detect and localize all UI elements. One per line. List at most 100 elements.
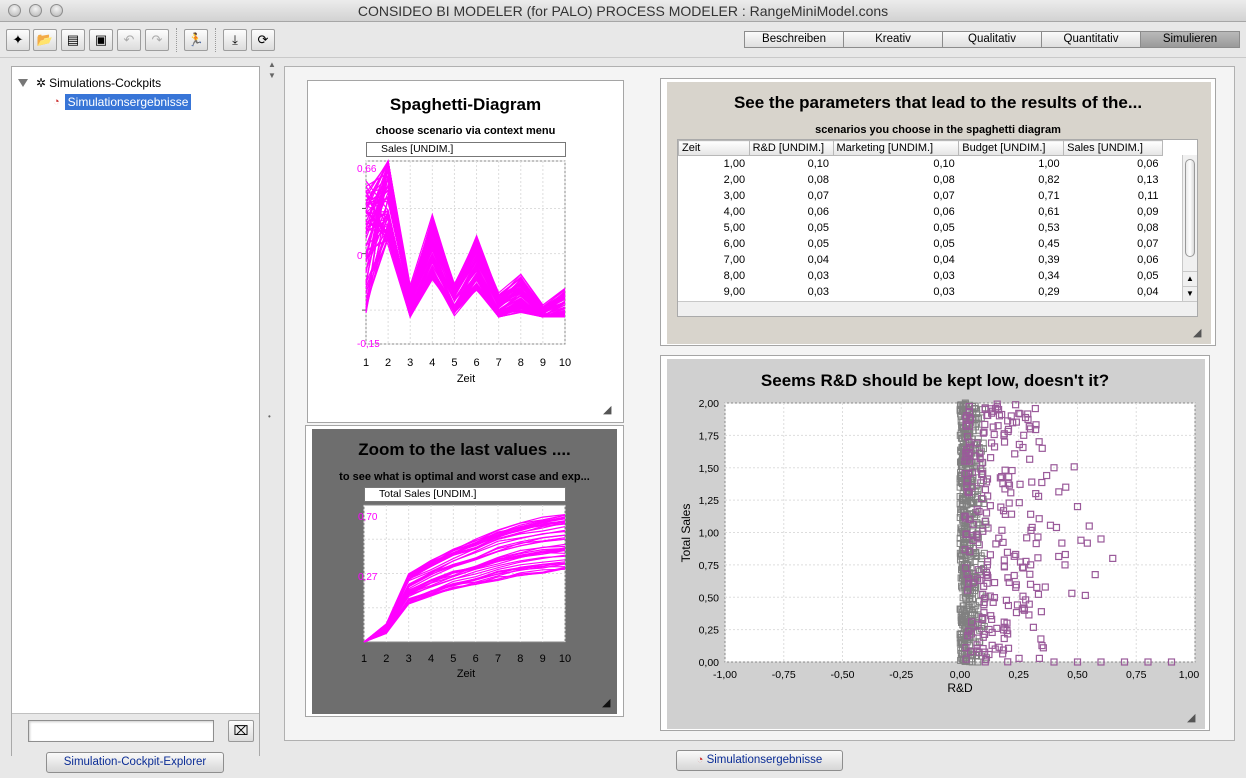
scrollbar-thumb[interactable] <box>1185 159 1195 257</box>
tab-simulieren[interactable]: Simulieren <box>1140 31 1240 48</box>
scroll-up-arrow-icon[interactable]: ▲ <box>1183 271 1197 285</box>
scatter-point <box>1004 427 1012 436</box>
table-cell: 0,03 <box>807 269 830 282</box>
tree-node-simulationsergebnisse[interactable]: ◔ Simulationsergebnisse <box>53 94 192 110</box>
scatter-point <box>973 506 981 514</box>
table-cell: 0,10 <box>807 157 830 170</box>
scatter-point <box>1035 515 1043 523</box>
scatter-point <box>1041 583 1049 591</box>
x-axis-label: Zeit <box>457 668 475 680</box>
splitter-handle-icon[interactable]: • <box>268 412 271 421</box>
scatter-point <box>958 638 966 646</box>
clear-filter-button[interactable]: ⌧ <box>228 720 254 742</box>
table-row[interactable]: 2,00 0,08 0,08 0,82 0,13 <box>679 172 1163 188</box>
tab-beschreiben[interactable]: Beschreiben <box>744 31 844 48</box>
table-row[interactable]: 5,00 0,05 0,05 0,53 0,08 <box>679 220 1163 236</box>
table-horizontal-scrollbar[interactable] <box>678 301 1197 316</box>
table-row[interactable]: 3,00 0,07 0,07 0,71 0,11 <box>679 188 1163 204</box>
scatter-point <box>1025 600 1033 608</box>
minimize-window-button[interactable] <box>29 4 42 17</box>
scatter-point <box>958 443 966 451</box>
collapse-up-arrow-icon[interactable]: ▲ <box>268 60 276 69</box>
series-line <box>365 222 566 318</box>
refresh-button[interactable]: ⟳ <box>251 29 275 51</box>
tree-node-label: Simulationsergebnisse <box>64 94 192 110</box>
simulationsergebnisse-tab[interactable]: ◔ Simulationsergebnisse <box>676 750 843 771</box>
clear-filter-icon: ⌧ <box>233 723 249 738</box>
scatter-card[interactable]: Seems R&D should be kept low, doesn't it… <box>660 355 1210 731</box>
open-button[interactable]: 📂 <box>33 29 57 51</box>
tab-kreativ[interactable]: Kreativ <box>843 31 943 48</box>
table-vertical-scrollbar[interactable]: ▲ ▼ <box>1182 155 1197 303</box>
x-tick-label: 4 <box>428 653 434 665</box>
spaghetti-card[interactable]: Spaghetti-Diagram choose scenario via co… <box>307 80 624 423</box>
close-window-button[interactable] <box>8 4 21 17</box>
column-header-rd[interactable]: R&D [UNDIM.] <box>748 140 834 156</box>
redo-button[interactable]: ↷ <box>145 29 169 51</box>
scatter-point <box>974 621 982 629</box>
scatter-point <box>975 507 983 516</box>
scatter-point <box>999 507 1008 515</box>
scatter-point <box>966 648 975 656</box>
table-row[interactable]: 7,00 0,04 0,04 0,39 0,06 <box>679 252 1163 268</box>
scatter-point <box>990 443 999 451</box>
zoom-title: Zoom to the last values .... <box>358 440 571 459</box>
tab-quantitativ[interactable]: Quantitativ <box>1041 31 1141 48</box>
scatter-point <box>1167 658 1176 666</box>
explorer-tab[interactable]: Simulation-Cockpit-Explorer <box>46 752 224 773</box>
column-header-marketing[interactable]: Marketing [UNDIM.] <box>832 140 960 156</box>
tab-qualitativ[interactable]: Qualitativ <box>942 31 1042 48</box>
column-header-sales[interactable]: Sales [UNDIM.] <box>1063 140 1163 156</box>
column-header-budget[interactable]: Budget [UNDIM.] <box>958 140 1065 156</box>
zoom-window-button[interactable] <box>50 4 63 17</box>
table-cell: 0,03 <box>933 285 955 298</box>
scatter-chart[interactable]: 0,00 0,25 0,50 0,75 1,00 1,25 1,50 1,75 2,00 -1,… <box>661 356 1211 732</box>
table-cell: 0,29 <box>1038 285 1060 298</box>
scatter-point <box>1031 404 1039 413</box>
x-tick-label: 3 <box>406 653 412 665</box>
scatter-point <box>1003 619 1011 627</box>
y-tick-label: 1,00 <box>699 528 720 540</box>
resize-grip-icon[interactable]: ◢ <box>1193 327 1202 339</box>
table-row[interactable]: 1,00 0,10 0,10 1,00 0,06 <box>679 156 1163 172</box>
run-button[interactable]: 🏃 <box>184 29 208 51</box>
scroll-down-arrow-icon[interactable]: ▼ <box>1183 286 1197 300</box>
new-button[interactable]: ✦ <box>6 29 30 51</box>
column-header-zeit[interactable]: Zeit <box>678 140 750 156</box>
scatter-point <box>965 407 973 416</box>
collapse-down-arrow-icon[interactable]: ▼ <box>268 71 276 80</box>
scatter-point <box>965 579 973 587</box>
filter-input[interactable] <box>28 720 214 742</box>
scatter-point <box>1097 535 1105 543</box>
resize-grip-icon[interactable]: ◢ <box>603 404 612 416</box>
tree-node-simulations-cockpits[interactable]: ✲ Simulations-Cockpits <box>18 76 161 90</box>
scatter-point <box>999 538 1007 547</box>
table-row[interactable]: 9,00 0,03 0,03 0,29 0,04 <box>679 284 1163 300</box>
undo-button[interactable]: ↶ <box>117 29 141 51</box>
scatter-point <box>988 615 996 623</box>
scatter-point <box>966 415 975 423</box>
scatter-point <box>984 573 992 582</box>
disclosure-triangle-icon[interactable] <box>18 79 28 87</box>
zoom-legend: Total Sales [UNDIM.] <box>364 487 566 502</box>
scatter-point <box>1002 596 1011 604</box>
resize-grip-icon[interactable]: ◢ <box>602 697 611 709</box>
table-cell: 0,13 <box>1137 173 1159 186</box>
import-button[interactable]: ⤓ <box>223 29 247 51</box>
scatter-point <box>966 548 974 556</box>
save-button[interactable]: ▣ <box>89 29 113 51</box>
zoom-card[interactable]: Zoom to the last values .... to see what… <box>305 425 624 717</box>
table-row[interactable]: 4,00 0,06 0,06 0,61 0,09 <box>679 204 1163 220</box>
resize-grip-icon[interactable]: ◢ <box>1187 712 1196 724</box>
zoom-chart[interactable]: 0,70 0,27 1 2 3 4 5 6 7 8 9 10 Zeit <box>306 426 625 718</box>
spaghetti-chart[interactable]: 0,66 0 -0,15 1 2 3 4 5 6 7 8 9 10 Zeit <box>308 81 625 424</box>
scatter-point <box>1068 589 1076 597</box>
mode-tabs: Beschreiben Kreativ Qualitativ Quantitat… <box>744 31 1240 48</box>
table-row[interactable]: 8,00 0,03 0,03 0,34 0,05 <box>679 268 1163 284</box>
cockpit-explorer: ✲ Simulations-Cockpits ◔ Simulationserge… <box>11 66 260 756</box>
scatter-point <box>1055 488 1063 496</box>
scatter-point <box>974 520 982 528</box>
copy-button[interactable]: ▤ <box>61 29 85 51</box>
series-line <box>363 520 566 643</box>
table-row[interactable]: 6,00 0,05 0,05 0,45 0,07 <box>679 236 1163 252</box>
